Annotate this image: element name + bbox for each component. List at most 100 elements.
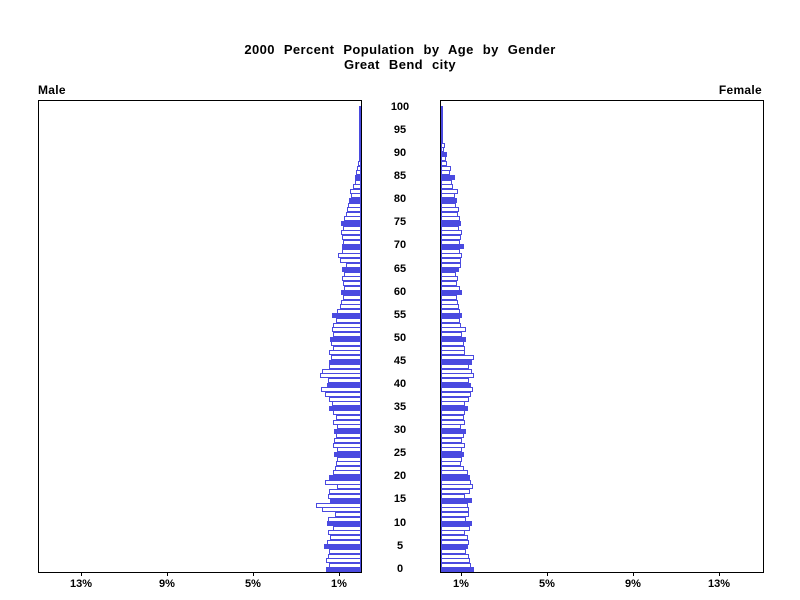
male-bar (328, 554, 361, 559)
female-bar (441, 175, 455, 180)
male-bar (329, 549, 361, 554)
male-bar (359, 152, 361, 157)
male-bar (355, 180, 361, 185)
male-bar (329, 489, 361, 494)
age-tick-label: 85 (393, 170, 407, 182)
male-bar (340, 258, 361, 263)
female-bar (441, 337, 466, 342)
female-bar (441, 240, 460, 245)
male-bar (350, 189, 361, 194)
percent-tick-label: 5% (539, 578, 555, 590)
male-bar (329, 475, 361, 480)
age-axis: 0 5 10 15 20 25 30 35 40 45 50 55 60 65 70 75 80 85 90 95 10… (361, 100, 439, 575)
female-bar (441, 295, 457, 300)
female-bar (441, 397, 469, 402)
male-bar (357, 166, 361, 171)
female-bar (441, 443, 465, 448)
age-tick-label: 40 (393, 378, 407, 390)
female-bar (441, 512, 469, 517)
age-tick-label: 0 (396, 563, 404, 575)
male-bar (358, 161, 361, 166)
female-bar (441, 166, 451, 171)
age-tick-label: 55 (393, 309, 407, 321)
female-bar (441, 115, 443, 120)
female-bar (441, 189, 458, 194)
female-bar (441, 263, 461, 268)
axis-tick (547, 572, 548, 576)
female-bar (441, 124, 443, 129)
female-bar (441, 180, 452, 185)
male-bar (328, 517, 361, 522)
male-bar (359, 143, 361, 148)
female-bar (441, 549, 466, 554)
female-bar (441, 554, 469, 559)
female-bar (441, 378, 469, 383)
female-bar (441, 281, 457, 286)
female-bar (441, 355, 474, 360)
male-bar (336, 318, 361, 323)
male-bar (333, 443, 361, 448)
female-bar (441, 198, 457, 203)
female-bar (441, 475, 470, 480)
age-tick-label: 70 (393, 239, 407, 251)
male-bar (329, 360, 361, 365)
percent-tick-label: 1% (453, 578, 469, 590)
percent-tick-label: 1% (331, 578, 347, 590)
male-panel (38, 100, 362, 573)
age-tick-label: 25 (393, 447, 407, 459)
female-bar (441, 517, 466, 522)
female-bar (441, 161, 447, 166)
female-bar (441, 480, 471, 485)
age-tick-label: 10 (393, 517, 407, 529)
male-bar (335, 466, 361, 471)
female-bar (441, 420, 465, 425)
female-bar (441, 415, 464, 420)
male-bar (359, 106, 361, 111)
female-bar (441, 249, 460, 254)
female-bar (441, 212, 458, 217)
percent-tick-label: 13% (707, 578, 731, 590)
male-bar (325, 392, 361, 397)
title-block: 2000 Percent Population by Age by Gender… (0, 42, 800, 72)
axis-tick (719, 572, 720, 576)
male-bar (333, 526, 361, 531)
female-bar (441, 540, 469, 545)
male-bar (344, 286, 361, 291)
female-bar (441, 438, 462, 443)
female-bar (441, 203, 456, 208)
male-bar (355, 175, 361, 180)
female-bar (441, 332, 462, 337)
female-bar (441, 143, 445, 148)
male-bar (359, 129, 361, 134)
age-tick-label: 80 (393, 193, 407, 205)
male-bar (341, 300, 361, 305)
male-bar (341, 221, 361, 226)
female-bar (441, 369, 472, 374)
age-tick-label: 50 (393, 332, 407, 344)
female-bar (441, 452, 464, 457)
male-bar (333, 420, 361, 425)
female-bar (441, 346, 465, 351)
male-bar (335, 512, 361, 517)
female-bar (441, 272, 456, 277)
male-bar (359, 138, 361, 143)
age-tick-label: 45 (393, 355, 407, 367)
female-bar (441, 300, 458, 305)
female-bar (441, 129, 443, 134)
male-bar (334, 452, 361, 457)
male-bar (333, 346, 361, 351)
male-bar (337, 309, 361, 314)
female-bar (441, 318, 460, 323)
female-bar (441, 503, 468, 508)
male-axis-label: Male (38, 83, 66, 97)
axis-tick (81, 572, 82, 576)
male-bar (349, 198, 361, 203)
male-bar (334, 438, 361, 443)
male-bar (316, 503, 361, 508)
male-bar (346, 212, 361, 217)
male-bar (330, 535, 361, 540)
male-bar (334, 429, 361, 434)
female-bar (441, 526, 470, 531)
male-bar (330, 337, 361, 342)
